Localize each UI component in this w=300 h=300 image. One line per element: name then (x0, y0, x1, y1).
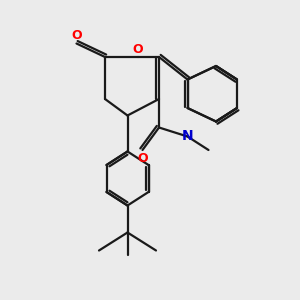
Text: N: N (182, 130, 193, 143)
Text: O: O (133, 43, 143, 56)
Text: O: O (137, 152, 148, 165)
Text: O: O (71, 28, 82, 42)
